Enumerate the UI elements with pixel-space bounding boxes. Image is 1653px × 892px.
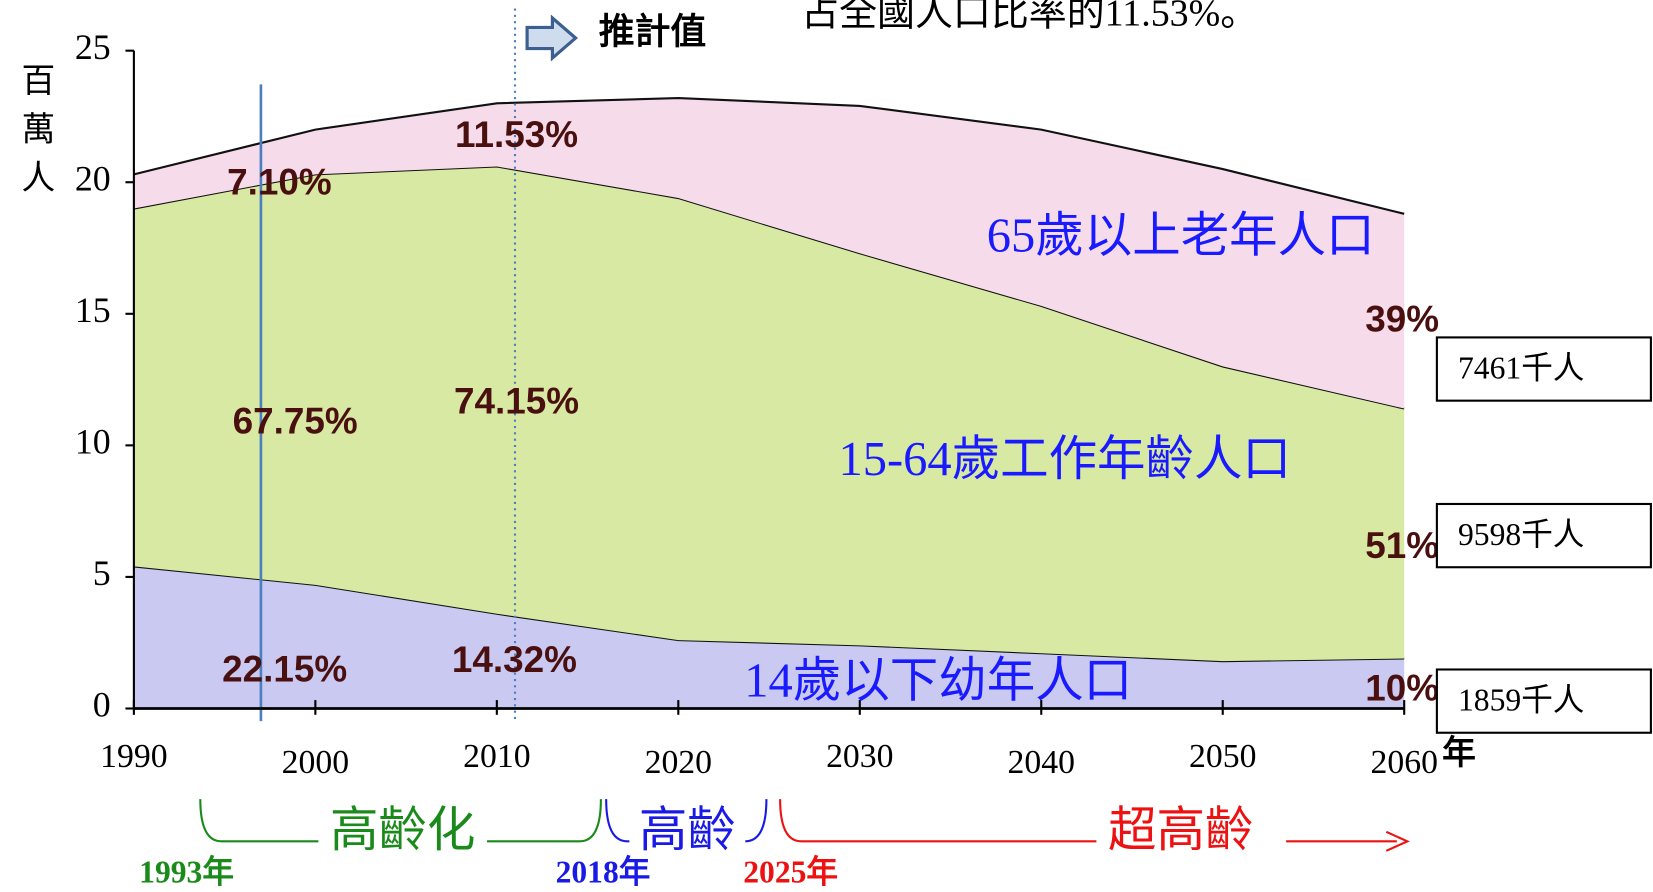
y-tick-label: 0 <box>93 685 111 725</box>
page: {"chart_data": { "type": "stacked_area",… <box>0 0 1653 892</box>
stage-bracket <box>780 799 1397 841</box>
y-tick-label: 5 <box>93 553 111 593</box>
y-label-text: 百萬人 <box>16 62 54 207</box>
percent-annotation: 11.53% <box>455 114 578 155</box>
y-tick-label: 25 <box>75 27 111 67</box>
x-tick-label: 2030 <box>826 738 893 775</box>
percent-annotation: 14.32% <box>452 639 577 680</box>
value-box-label: 9598千人 <box>1458 517 1584 552</box>
percent-annotation: 7.10% <box>227 161 332 202</box>
y-tick-label: 10 <box>75 422 111 462</box>
series-label: 15-64歲工作年齡人口 <box>838 433 1291 486</box>
x-tick-label: 2040 <box>1008 744 1075 781</box>
stage-year: 2018年 <box>556 854 651 889</box>
stage-label: 高齡 <box>639 804 736 857</box>
percent-annotation: 51% <box>1365 525 1439 566</box>
stage-label: 高齡化 <box>330 804 475 857</box>
projection-label: 推計值 <box>599 11 706 51</box>
percent-annotation: 67.75% <box>233 401 358 442</box>
x-unit: 年 <box>1442 734 1476 772</box>
y-tick-label: 15 <box>75 290 111 330</box>
series-label: 14歲以下幼年人口 <box>744 654 1132 707</box>
stage-year: 2025年 <box>743 854 838 889</box>
x-tick-label: 2010 <box>463 738 530 775</box>
x-tick-label: 1990 <box>100 738 167 775</box>
chart: 占全國人口比率的11.53%。 推計值 百萬人 0 5 10 15 20 25 1990 20… <box>0 0 1653 892</box>
stage-label: 超高齡 <box>1108 804 1253 857</box>
x-tick-label: 2050 <box>1189 738 1256 775</box>
series-label: 65歲以上老年人口 <box>987 210 1375 263</box>
y-axis-label: 百萬人 <box>16 62 54 207</box>
x-tick-label: 2060 <box>1370 744 1437 781</box>
x-tick-label: 2000 <box>282 744 349 781</box>
percent-annotation: 10% <box>1365 667 1439 708</box>
stage-year: 1993年 <box>139 854 234 889</box>
value-box-label: 1859千人 <box>1458 682 1584 717</box>
percent-annotation: 22.15% <box>222 648 347 689</box>
percent-annotation: 39% <box>1365 298 1439 339</box>
y-tick-label: 20 <box>75 158 111 198</box>
x-tick-label: 2020 <box>645 744 712 781</box>
value-box-label: 7461千人 <box>1458 350 1584 385</box>
note: 占全國人口比率的11.53%。 <box>801 0 1258 35</box>
percent-annotation: 74.15% <box>454 381 579 422</box>
arrow-icon <box>527 18 575 58</box>
